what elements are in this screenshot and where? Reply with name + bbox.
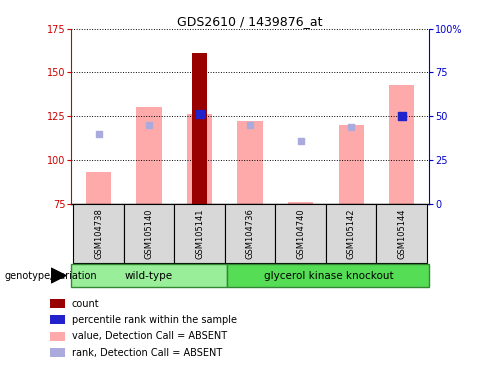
Bar — [73, 204, 124, 263]
Bar — [326, 204, 376, 263]
Bar — [187, 114, 212, 204]
Bar — [225, 204, 275, 263]
Text: percentile rank within the sample: percentile rank within the sample — [72, 315, 237, 325]
Bar — [50, 348, 64, 357]
Text: GSM105141: GSM105141 — [195, 208, 204, 258]
Text: glycerol kinase knockout: glycerol kinase knockout — [264, 270, 393, 281]
Bar — [339, 125, 364, 204]
Text: wild-type: wild-type — [125, 270, 173, 281]
Text: GSM104740: GSM104740 — [296, 208, 305, 258]
Point — [398, 113, 406, 119]
Bar — [376, 204, 427, 263]
Bar — [86, 172, 111, 204]
Bar — [275, 204, 326, 263]
Bar — [238, 121, 263, 204]
Polygon shape — [51, 268, 66, 283]
Point — [196, 111, 203, 118]
Bar — [389, 85, 414, 204]
Bar — [227, 264, 429, 287]
Point — [95, 131, 102, 137]
Text: value, Detection Call = ABSENT: value, Detection Call = ABSENT — [72, 331, 227, 341]
Point — [145, 122, 153, 128]
Text: rank, Detection Call = ABSENT: rank, Detection Call = ABSENT — [72, 348, 222, 358]
Text: count: count — [72, 299, 100, 309]
Text: GSM105142: GSM105142 — [346, 208, 356, 258]
Text: GSM105140: GSM105140 — [144, 208, 154, 258]
Bar — [174, 204, 225, 263]
Bar — [192, 53, 207, 204]
Point — [347, 124, 355, 130]
Text: genotype/variation: genotype/variation — [5, 270, 98, 281]
Bar — [50, 299, 64, 308]
Bar — [50, 315, 64, 324]
Bar — [71, 264, 227, 287]
Point — [297, 137, 305, 144]
Text: GSM104736: GSM104736 — [245, 208, 255, 259]
Point — [246, 122, 254, 128]
Bar — [137, 108, 162, 204]
Text: GSM104738: GSM104738 — [94, 208, 103, 259]
Text: GSM105144: GSM105144 — [397, 208, 406, 258]
Bar — [288, 202, 313, 204]
Title: GDS2610 / 1439876_at: GDS2610 / 1439876_at — [177, 15, 323, 28]
Bar — [50, 332, 64, 341]
Bar — [124, 204, 174, 263]
